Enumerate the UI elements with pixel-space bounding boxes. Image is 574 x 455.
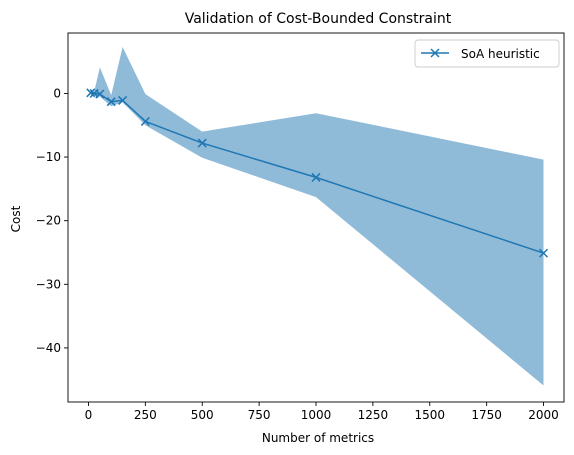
- x-tick-label: 250: [134, 408, 157, 422]
- data-point-marker: [86, 88, 96, 98]
- data-point-marker: [140, 116, 150, 126]
- y-axis-ticks: 0 −10 −20 −30 −40: [36, 86, 68, 355]
- data-point-marker: [538, 248, 549, 258]
- x-tick-label: 1250: [358, 408, 389, 422]
- y-axis-label: Cost: [9, 205, 23, 232]
- data-point-marker: [311, 172, 321, 182]
- x-tick-label: 750: [248, 408, 271, 422]
- x-tick-label: 1750: [471, 408, 502, 422]
- data-point-marker: [197, 138, 207, 148]
- x-tick-label: 0: [85, 408, 93, 422]
- x-axis-label: Number of metrics: [262, 431, 374, 445]
- legend-marker-x-icon: [430, 48, 440, 58]
- x-tick-label: 1500: [414, 408, 445, 422]
- y-tick-label: −30: [36, 277, 61, 291]
- y-tick-label: 0: [53, 86, 61, 100]
- x-axis-ticks: 0 250 500 750 1000 1250 1500 1750 2000: [85, 402, 559, 422]
- x-tick-label: 1000: [301, 408, 332, 422]
- y-tick-label: −40: [36, 341, 61, 355]
- legend-label: SoA heuristic: [461, 47, 540, 61]
- y-tick-label: −20: [36, 214, 61, 228]
- data-point-marker: [95, 89, 105, 99]
- legend: SoA heuristic: [414, 39, 560, 68]
- y-tick-label: −10: [36, 150, 61, 164]
- data-point-marker: [118, 95, 128, 105]
- confidence-band-layer: [90, 47, 544, 386]
- data-point-marker: [106, 97, 116, 107]
- x-tick-label: 2000: [528, 408, 559, 422]
- chart-title: Validation of Cost-Bounded Constraint: [185, 11, 452, 27]
- confidence-band: [90, 47, 544, 386]
- legend-box: [414, 39, 560, 68]
- series-marker-layer: [86, 88, 549, 258]
- x-tick-label: 500: [191, 408, 214, 422]
